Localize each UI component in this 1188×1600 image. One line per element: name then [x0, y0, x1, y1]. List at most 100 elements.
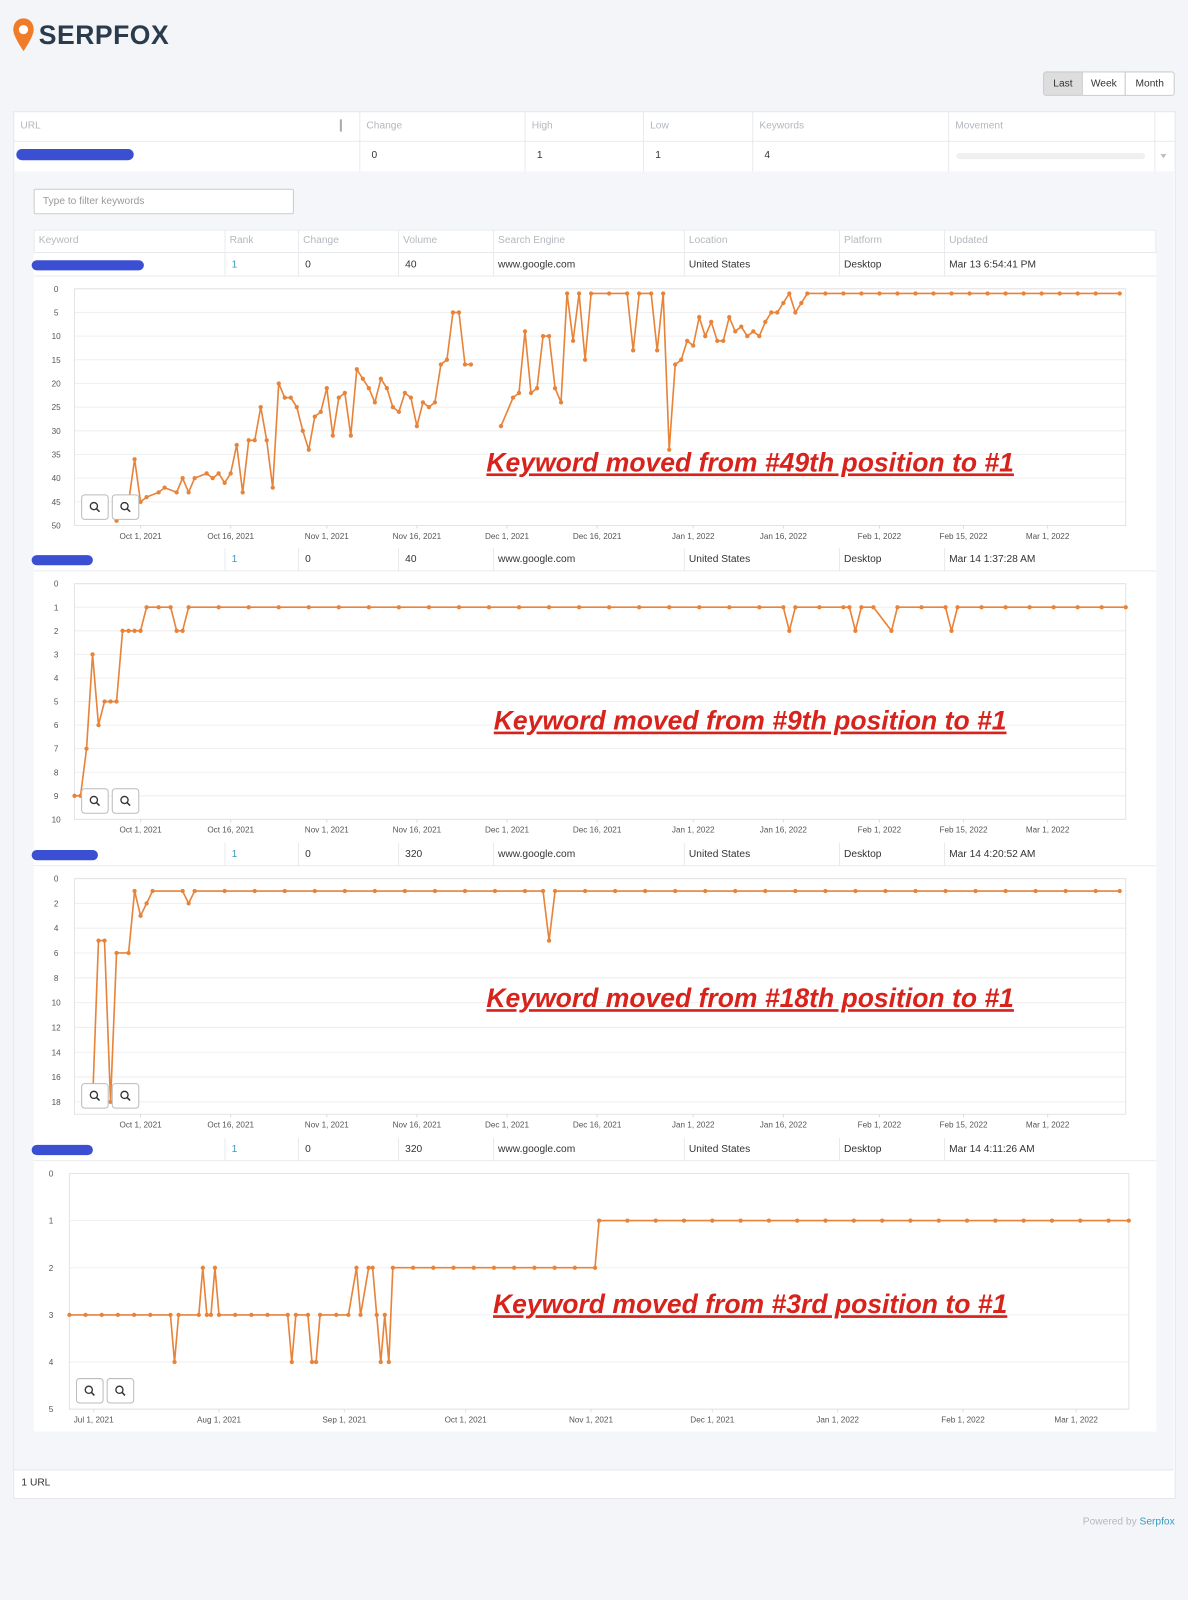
- column-header: Volume: [403, 234, 438, 246]
- x-tick-label: Feb 1, 2022: [858, 826, 902, 835]
- rank-point: [491, 1265, 497, 1270]
- rank-point: [697, 605, 702, 610]
- location-cell: United States: [688, 1143, 751, 1156]
- zoom-button[interactable]: [81, 788, 109, 814]
- rank-point: [126, 628, 131, 633]
- rank-point: [318, 409, 323, 415]
- rank-point: [222, 888, 227, 894]
- rank-point: [936, 1218, 941, 1223]
- filter-input[interactable]: Type to filter keywords: [33, 188, 294, 215]
- rank-point: [468, 362, 474, 367]
- period-button[interactable]: Month: [1124, 71, 1175, 96]
- x-tick-label: Oct 1, 2021: [119, 826, 162, 835]
- y-tick-label: 20: [52, 380, 62, 389]
- y-tick-label: 10: [52, 999, 62, 1008]
- zoom-button[interactable]: [76, 1378, 104, 1404]
- rank-point: [114, 699, 119, 704]
- y-tick-label: 8: [54, 974, 59, 983]
- y-tick-label: 9: [54, 792, 59, 801]
- rank-point: [131, 1312, 137, 1318]
- plot-frame: [73, 583, 1127, 820]
- search-engine-cell: www.google.com: [498, 259, 576, 271]
- rank-point: [336, 605, 341, 610]
- rank-point: [258, 404, 263, 410]
- rank-point: [246, 605, 251, 610]
- period-button[interactable]: Week: [1081, 71, 1126, 96]
- rank-point: [174, 628, 179, 633]
- updated-cell: Mar 13 6:54:41 PM: [949, 259, 1036, 271]
- rank-point: [174, 490, 179, 495]
- rank-point: [763, 319, 768, 325]
- rank-line: [69, 1219, 1129, 1363]
- rank-point: [1049, 1218, 1055, 1223]
- rank-point: [456, 605, 462, 610]
- rank-point: [805, 291, 810, 296]
- rank-point: [305, 1312, 311, 1318]
- volume-cell: 320: [405, 848, 423, 861]
- rank-point: [955, 605, 960, 610]
- column-divider: [838, 229, 840, 254]
- location-cell: United States: [688, 848, 751, 861]
- zoom-button[interactable]: [111, 494, 140, 520]
- x-tick-label: Jan 16, 2022: [760, 532, 808, 541]
- rank-point: [739, 324, 744, 329]
- redacted-keyword: [31, 849, 98, 861]
- rank-point: [384, 386, 390, 391]
- rank-point: [150, 888, 155, 894]
- y-tick-label: 1: [54, 603, 59, 612]
- rank-point: [382, 1312, 387, 1318]
- column-divider: [298, 1137, 300, 1162]
- column-divider: [298, 842, 300, 867]
- rank-point: [1117, 888, 1122, 894]
- x-tick-label: Sep 1, 2021: [322, 1415, 366, 1424]
- zoom-icon: [126, 1096, 131, 1102]
- rank-point: [126, 950, 131, 956]
- column-divider: [944, 253, 946, 277]
- rank-point: [456, 310, 462, 315]
- rank-point: [908, 1218, 913, 1223]
- zoom-icon: [95, 1096, 101, 1102]
- rank-point: [715, 338, 720, 343]
- rank-point: [120, 628, 125, 633]
- rank-point: [498, 423, 504, 429]
- column-header: Location: [688, 234, 728, 246]
- rank-point: [402, 888, 408, 894]
- redacted-keyword: [31, 1144, 93, 1156]
- zoom-icon: [120, 501, 129, 511]
- rank-point: [180, 476, 185, 481]
- column-header: Platform: [844, 234, 883, 246]
- rank-point: [354, 1265, 359, 1270]
- column-divider: [224, 547, 226, 572]
- rank-point: [138, 628, 143, 633]
- rank-chart: 0 1 2 3 4 5 6 7 8 9 10 Oct 1, 2021 Oct 16, 2021 Nov 1…: [33, 571, 1157, 843]
- zoom-button[interactable]: [111, 1083, 140, 1109]
- rank-point: [673, 888, 678, 894]
- column-divider: [944, 229, 946, 254]
- zoom-button[interactable]: [81, 494, 109, 520]
- zoom-button[interactable]: [81, 1083, 109, 1109]
- column-header: Movement: [955, 120, 1003, 132]
- updated-cell: Mar 14 1:37:28 AM: [949, 554, 1036, 566]
- rank-point: [964, 1218, 970, 1223]
- zoom-button[interactable]: [106, 1378, 135, 1404]
- rank-point: [823, 291, 828, 296]
- column-divider: [398, 253, 400, 277]
- rank-point: [462, 888, 468, 894]
- column-divider: [838, 842, 840, 867]
- rank-point: [1093, 291, 1098, 296]
- zoom-icon: [126, 508, 131, 513]
- y-tick-label: 50: [52, 522, 62, 531]
- rank-point: [793, 605, 798, 610]
- x-tick-label: Dec 16, 2021: [573, 826, 622, 835]
- rank-point: [851, 1218, 856, 1223]
- rank-chart: 0 2 4 6 8 10 12 14 16 18 Oct 1, 2021 Oct 16, 2021 No…: [33, 866, 1157, 1138]
- rank-point: [973, 888, 978, 894]
- zoom-button[interactable]: [111, 788, 140, 814]
- rank-point: [282, 888, 287, 894]
- rank-point: [889, 628, 894, 633]
- platform-cell: Desktop: [844, 554, 882, 566]
- rank-point: [1078, 1218, 1083, 1223]
- rank-point: [492, 888, 498, 894]
- serpfox-link[interactable]: Serpfox: [1139, 1516, 1175, 1528]
- expand-caret[interactable]: [1160, 154, 1167, 159]
